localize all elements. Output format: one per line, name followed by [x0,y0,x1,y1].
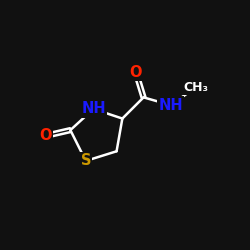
Text: NH: NH [81,102,106,116]
Text: O: O [130,65,142,80]
Text: NH: NH [158,98,183,112]
Text: S: S [80,154,91,168]
Text: CH₃: CH₃ [183,81,208,94]
Text: O: O [39,128,52,144]
